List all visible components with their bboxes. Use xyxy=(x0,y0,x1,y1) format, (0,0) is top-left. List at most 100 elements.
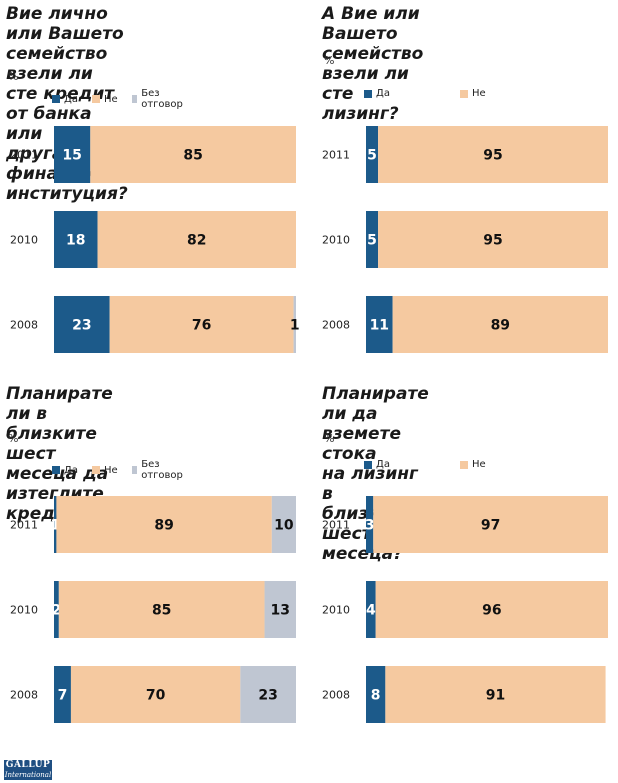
legend-item-no-answer: Без отговор xyxy=(131,88,186,110)
bar-segment-yes xyxy=(54,496,57,553)
value-label: 5 xyxy=(367,233,377,249)
bar-segment-yes xyxy=(366,581,376,638)
bar-chart: 2011 1 89 10 2010 2 85 13 2008 7 70 23 xyxy=(10,496,296,723)
year-label: 2011 xyxy=(10,149,38,162)
year-label: 2008 xyxy=(10,319,38,332)
bar-segment-yes xyxy=(54,211,98,268)
legend-swatch-no-answer xyxy=(131,466,138,474)
bar-segment-no-answer xyxy=(293,296,296,353)
legend-label-no: Не xyxy=(103,93,118,105)
legend-item-yes: Да xyxy=(364,459,390,470)
legend-label-no: Не xyxy=(103,464,118,476)
bar-segment-no xyxy=(58,581,265,638)
legend-label-no: Не xyxy=(471,88,486,99)
gallup-logo: GALLUP International xyxy=(4,760,52,780)
value-label: 4 xyxy=(366,603,376,619)
bar-chart: 2011 15 85 2010 18 82 2008 23 76 1 xyxy=(10,126,300,353)
value-label: 13 xyxy=(271,603,290,619)
legend-item-no: Не xyxy=(459,459,486,470)
legend: Да Не xyxy=(364,88,486,99)
unit-label: % xyxy=(324,54,335,67)
bar-segment-yes xyxy=(54,296,110,353)
value-label: 18 xyxy=(66,233,85,249)
legend-swatch-no xyxy=(91,466,100,474)
bar-segment-no xyxy=(56,496,272,553)
chart-title: А Вие или Вашето семейство взели ли сте … xyxy=(322,4,424,124)
legend-swatch-yes xyxy=(364,89,372,98)
bar-segment-no xyxy=(378,211,608,268)
value-label: 76 xyxy=(192,318,211,334)
legend-label-yes: Да xyxy=(376,459,390,470)
legend-swatch-no xyxy=(91,95,100,103)
value-label: 2 xyxy=(52,603,62,619)
bar-segment-no-answer xyxy=(240,666,296,723)
legend-item-no: Не xyxy=(459,88,486,99)
value-label: 70 xyxy=(146,688,166,704)
bar-segment-no xyxy=(392,296,608,353)
value-label: 3 xyxy=(365,518,375,534)
value-label: 91 xyxy=(486,688,505,704)
legend-swatch-yes xyxy=(364,460,372,469)
value-label: 23 xyxy=(72,318,91,334)
legend-label-no: Не xyxy=(471,459,486,470)
bar-segment-yes xyxy=(54,581,59,638)
legend-swatch-no xyxy=(459,460,468,469)
value-label: 97 xyxy=(481,518,500,534)
value-label: 85 xyxy=(152,603,171,619)
chart-title: Планирате ли да вземете стока на лизинг … xyxy=(322,384,429,564)
legend-item-no-answer: Без отговор xyxy=(131,459,186,481)
bar-segment-yes xyxy=(366,126,379,183)
bar-segment-yes xyxy=(366,211,379,268)
legend-item-yes: Да xyxy=(52,94,78,105)
year-label: 2008 xyxy=(10,689,38,702)
bar-segment-yes xyxy=(54,126,91,183)
year-label: 2011 xyxy=(322,519,350,532)
bar-segment-yes xyxy=(54,666,71,723)
value-label: 85 xyxy=(183,148,202,164)
unit-label: % xyxy=(8,432,19,445)
year-label: 2010 xyxy=(322,234,350,247)
value-label: 11 xyxy=(370,318,389,334)
legend-swatch-no-answer xyxy=(131,95,138,103)
bar-segment-no xyxy=(385,666,606,723)
bar-segment-no xyxy=(373,496,608,553)
legend: Да Не Без отговор xyxy=(52,459,185,481)
bar-segment-no-answer xyxy=(271,496,296,553)
bar-segment-no xyxy=(375,581,608,638)
value-label: 5 xyxy=(367,148,377,164)
legend-label-no-answer: Без отговор xyxy=(141,88,183,110)
legend-swatch-yes xyxy=(52,466,60,474)
bar-segment-no xyxy=(70,666,241,723)
value-label: 95 xyxy=(483,233,502,249)
year-label: 2010 xyxy=(322,604,350,617)
bar-chart: 2011 3 97 2010 4 96 2008 8 91 xyxy=(322,496,608,723)
year-label: 2008 xyxy=(322,689,350,702)
bar-segment-no-answer xyxy=(264,581,296,638)
value-label: 82 xyxy=(187,233,206,249)
value-label: 89 xyxy=(491,318,510,334)
value-label: 15 xyxy=(62,148,81,164)
bar-segment-yes xyxy=(366,496,374,553)
value-label: 89 xyxy=(154,518,173,534)
legend-label-no-answer: Без отговор xyxy=(141,459,183,481)
value-label: 1 xyxy=(50,518,60,534)
bar-chart: 2011 5 95 2010 5 95 2008 11 89 xyxy=(322,126,608,353)
year-label: 2010 xyxy=(10,234,38,247)
year-label: 2011 xyxy=(10,519,38,532)
logo-line2: International xyxy=(4,771,52,779)
legend-swatch-yes xyxy=(52,95,60,103)
legend-swatch-no xyxy=(459,89,468,98)
legend: Да Не Без отговор xyxy=(52,88,185,110)
value-label: 23 xyxy=(258,688,277,704)
year-label: 2010 xyxy=(10,604,38,617)
unit-label: % xyxy=(8,70,19,83)
year-label: 2011 xyxy=(322,149,350,162)
year-label: 2008 xyxy=(322,319,350,332)
bar-segment-no xyxy=(378,126,608,183)
legend-item-no: Не xyxy=(91,464,118,476)
legend-item-yes: Да xyxy=(364,88,390,99)
value-label: 95 xyxy=(483,148,502,164)
value-label: 10 xyxy=(274,518,294,534)
legend-item-no: Не xyxy=(91,93,118,105)
bar-segment-yes xyxy=(366,296,393,353)
